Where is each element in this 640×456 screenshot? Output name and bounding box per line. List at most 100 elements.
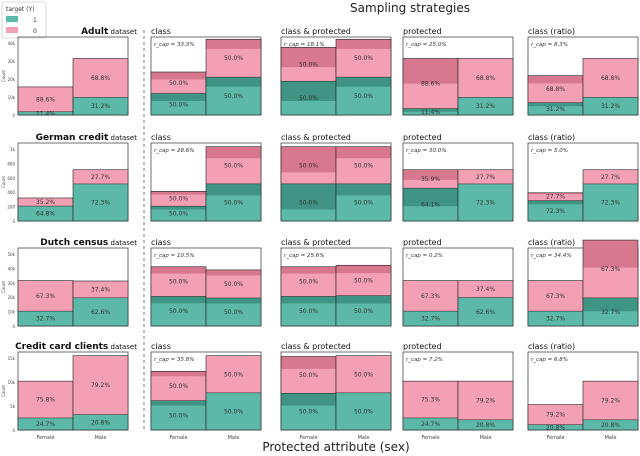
data-label-male-target-1: 20.8% bbox=[91, 419, 110, 426]
bar-segment-target-1-female bbox=[528, 424, 583, 430]
data-label-male-target-0: 50.0% bbox=[224, 371, 243, 378]
bar-segment-target-1-male bbox=[336, 392, 391, 430]
bar-segment-target-1-male bbox=[73, 297, 128, 326]
data-label-male-target-1: 32.7% bbox=[601, 309, 620, 316]
panel-annotation: r_cap = 0.2% bbox=[406, 253, 443, 259]
bar-segment-target-0-male-added bbox=[206, 269, 261, 276]
bar-segment-target-0-female-added bbox=[151, 72, 206, 80]
bar-segment-target-0-female-added bbox=[281, 146, 336, 173]
y-tick-label: 0 bbox=[12, 428, 15, 433]
bar-segment-target-0-female-added bbox=[281, 356, 336, 369]
bar-outline-male bbox=[72, 280, 129, 327]
bar-segment-target-1-female bbox=[403, 417, 458, 430]
y-tick-label: 800 bbox=[7, 161, 15, 166]
bar-segment-target-0-male-added bbox=[336, 146, 391, 159]
bar-segment-target-0-female bbox=[18, 86, 73, 112]
data-label-male-target-0: 27.7% bbox=[476, 174, 495, 181]
bar-segment-target-0-male bbox=[583, 169, 638, 184]
dataset-title-bold: Adult bbox=[81, 27, 109, 37]
data-label-female-target-0: 50.0% bbox=[169, 196, 188, 203]
y-tick-label: 40k bbox=[8, 41, 16, 46]
data-label-female-target-0: 50.0% bbox=[299, 61, 318, 68]
bar-segment-target-1-male bbox=[458, 419, 513, 430]
bar-segment-target-0-female bbox=[18, 197, 73, 207]
bar-segment-target-0-female bbox=[528, 280, 583, 312]
bar-segment-target-1-female bbox=[151, 206, 206, 221]
data-label-female-target-0: 75.3% bbox=[421, 397, 440, 404]
data-label-female-target-0: 75.8% bbox=[36, 397, 55, 404]
panel-annotation: r_cap = 8.3% bbox=[531, 42, 568, 48]
data-label-female-target-1: 32.7% bbox=[421, 316, 440, 323]
data-label-female-target-1: 64.1% bbox=[421, 202, 440, 209]
dataset-title: Credit card clients dataset bbox=[15, 342, 137, 352]
data-label-male-target-1: 31.2% bbox=[601, 103, 620, 110]
bar-segment-target-1-female bbox=[18, 311, 73, 326]
bar-outline-male bbox=[457, 380, 514, 431]
data-label-female-target-1: 50.0% bbox=[169, 101, 188, 108]
panel-label: class & protected bbox=[281, 27, 351, 36]
data-label-female-target-1: 32.7% bbox=[36, 316, 55, 323]
legend-title: target (Y) bbox=[6, 6, 35, 13]
data-label-male-target-1: 20.8% bbox=[476, 422, 495, 429]
y-tick-label: 50k bbox=[8, 252, 16, 257]
data-label-female-target-1: 24.7% bbox=[36, 421, 55, 428]
bar-segment-target-0-male-added bbox=[206, 146, 261, 159]
data-label-female-target-0: 67.3% bbox=[36, 293, 55, 300]
y-tick-label: 15k bbox=[8, 356, 16, 361]
data-label-female-target-0: 79.2% bbox=[546, 412, 565, 419]
chart-grid: 0 10k 20k 30k 40k Count Adult dataset 11.4% 88.6… bbox=[1, 27, 639, 441]
data-label-female-target-0: 67.3% bbox=[421, 293, 440, 300]
panel-label: protected bbox=[403, 133, 442, 142]
data-label-female-target-1: 32.7% bbox=[546, 316, 565, 323]
data-label-female-target-1: 50.0% bbox=[299, 199, 318, 206]
y-tick-label: 600 bbox=[7, 176, 15, 181]
bar-segment-target-0-male bbox=[73, 281, 128, 298]
panel-label: protected bbox=[403, 342, 442, 351]
bar-segment-target-1-female bbox=[18, 417, 73, 430]
data-label-male-target-1: 50.0% bbox=[354, 408, 373, 415]
data-label-male-target-1: 50.0% bbox=[354, 308, 373, 315]
panel-annotation: r_cap = 25.0% bbox=[406, 42, 446, 48]
bar-segment-target-0-male-added bbox=[583, 240, 638, 268]
bar-segment-target-0-male bbox=[583, 381, 638, 420]
data-label-female-target-0: 50.0% bbox=[169, 279, 188, 286]
data-label-female-target-1: 11.4% bbox=[36, 110, 55, 117]
bar-outline-male bbox=[582, 58, 639, 116]
data-label-female-target-1: 20.8% bbox=[546, 424, 565, 431]
panel-annotation: r_cap = 25.6% bbox=[284, 253, 324, 259]
y-axis-label: Count bbox=[1, 281, 6, 293]
bar-segment-target-1-male bbox=[583, 97, 638, 115]
panel-annotation: r_cap = 6.8% bbox=[531, 357, 568, 363]
dataset-title: German credit dataset bbox=[36, 133, 138, 143]
bar-segment-target-0-female-added bbox=[403, 58, 458, 84]
dataset-title-bold: German credit bbox=[36, 133, 109, 143]
bar-segment-target-1-female bbox=[528, 311, 583, 326]
bar-outline-male bbox=[72, 169, 129, 222]
bar-segment-target-0-male bbox=[206, 355, 261, 393]
bar-segment-target-0-female-added bbox=[151, 371, 206, 377]
data-label-male-target-0: 27.7% bbox=[91, 174, 110, 181]
data-label-female-target-0: 50.0% bbox=[169, 80, 188, 87]
dataset-title: Dutch census dataset bbox=[40, 238, 137, 248]
bar-segment-target-1-male-added bbox=[206, 297, 261, 304]
data-label-male-target-1: 50.0% bbox=[354, 93, 373, 100]
data-label-male-target-0: 50.0% bbox=[224, 55, 243, 62]
data-label-female-target-0: 50.0% bbox=[299, 372, 318, 379]
dataset-title-bold: Dutch census bbox=[40, 238, 108, 248]
data-label-female-target-1: 50.0% bbox=[299, 95, 318, 102]
y-tick-label: 0 bbox=[12, 219, 15, 224]
bar-outline-male bbox=[72, 355, 129, 431]
y-tick-label: 400 bbox=[7, 190, 15, 195]
y-tick-label: 1k bbox=[10, 147, 16, 152]
dataset-title-rest: dataset bbox=[108, 239, 137, 247]
data-label-male-target-0: 68.8% bbox=[91, 75, 110, 82]
data-label-female-target-0: 88.6% bbox=[36, 96, 55, 103]
bar-segment-target-0-male bbox=[458, 280, 513, 298]
dataset-title: Adult dataset bbox=[81, 27, 137, 37]
y-tick-label: 40k bbox=[8, 266, 16, 271]
bar-segment-target-0-male bbox=[583, 58, 638, 98]
data-label-male-target-0: 27.7% bbox=[601, 174, 620, 181]
bar-segment-target-0-female-added bbox=[151, 266, 206, 274]
data-label-female-target-1: 24.7% bbox=[421, 421, 440, 428]
bar-outline-male bbox=[457, 280, 514, 327]
